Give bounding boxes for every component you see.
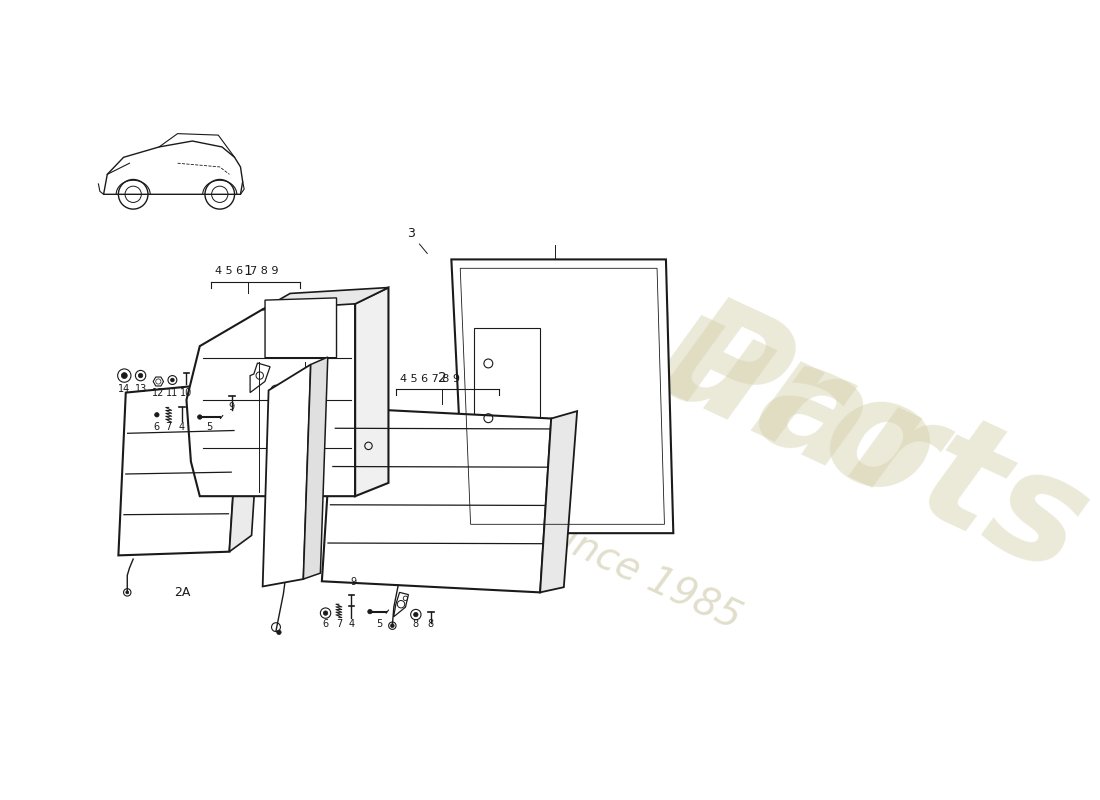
Text: 6: 6 [322, 619, 329, 629]
Text: 9: 9 [229, 402, 234, 412]
Circle shape [323, 611, 328, 615]
Text: 8: 8 [273, 395, 279, 405]
Circle shape [139, 374, 143, 378]
Text: 4: 4 [349, 619, 354, 629]
Circle shape [198, 414, 202, 419]
Text: a passion for parts since 1985: a passion for parts since 1985 [199, 355, 748, 638]
Text: euro: euro [540, 234, 959, 536]
Polygon shape [230, 363, 263, 552]
Circle shape [277, 630, 282, 634]
Text: 10: 10 [180, 388, 192, 398]
Text: 7: 7 [336, 619, 342, 629]
Text: 11: 11 [166, 388, 178, 398]
Text: 8: 8 [428, 619, 433, 629]
Polygon shape [322, 407, 551, 592]
Circle shape [414, 612, 418, 617]
Text: Parts: Parts [644, 283, 1100, 606]
Text: 4 5 6 7 8 9: 4 5 6 7 8 9 [399, 374, 460, 383]
Polygon shape [119, 382, 241, 555]
Circle shape [125, 591, 129, 594]
Circle shape [155, 413, 160, 417]
Polygon shape [540, 411, 578, 592]
Text: 9: 9 [351, 577, 356, 587]
Text: 8: 8 [288, 391, 294, 402]
Text: 1: 1 [243, 263, 252, 278]
Text: 12: 12 [152, 388, 165, 398]
Polygon shape [187, 298, 355, 496]
Polygon shape [451, 259, 673, 533]
Circle shape [121, 373, 128, 378]
Polygon shape [355, 287, 388, 496]
Polygon shape [263, 365, 311, 586]
Text: 7: 7 [166, 422, 172, 432]
Text: 5: 5 [207, 422, 212, 432]
Text: 14: 14 [118, 384, 131, 394]
Circle shape [390, 624, 394, 627]
Text: 5: 5 [376, 619, 382, 629]
Polygon shape [265, 298, 337, 358]
Circle shape [170, 378, 174, 382]
Circle shape [367, 610, 372, 614]
Text: 9: 9 [304, 391, 310, 402]
Text: 3: 3 [407, 227, 428, 254]
Circle shape [274, 388, 278, 393]
Text: 4 5 6  7 8 9: 4 5 6 7 8 9 [214, 266, 278, 276]
Text: 13: 13 [134, 384, 146, 394]
Polygon shape [262, 287, 388, 310]
Polygon shape [304, 357, 328, 579]
Text: 4: 4 [179, 422, 185, 432]
Text: 2A: 2A [174, 586, 190, 599]
Text: 8: 8 [412, 619, 419, 629]
Text: 6: 6 [154, 422, 160, 432]
Text: 2: 2 [438, 371, 447, 385]
